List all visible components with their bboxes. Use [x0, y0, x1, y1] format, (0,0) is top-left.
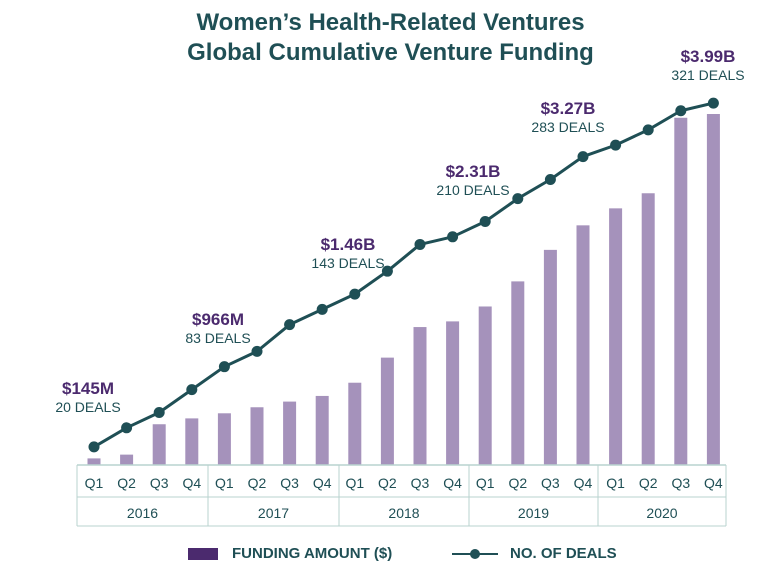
tick-label-1: Q1 [85, 475, 104, 491]
tick-label-10: Q2 [378, 475, 397, 491]
annotation-deals-3: 143 DEALS [311, 255, 384, 271]
annotation-amount-4: $2.31B [446, 162, 501, 181]
deals-point-4 [186, 384, 198, 396]
annotation-deals-2: 83 DEALS [185, 330, 250, 346]
deals-point-14 [512, 193, 524, 205]
tick-label-5: Q1 [215, 475, 234, 491]
deals-point-8 [316, 303, 328, 315]
legend-funding: FUNDING AMOUNT ($) [188, 545, 392, 562]
legend-deals-line [452, 547, 498, 561]
tick-label-19: Q3 [671, 475, 690, 491]
bar-13 [478, 306, 492, 465]
deals-point-13 [479, 216, 491, 228]
tick-label-3: Q3 [150, 475, 169, 491]
bar-7 [283, 401, 297, 465]
bar-3 [152, 424, 166, 465]
bar-12 [446, 321, 460, 465]
deals-point-12 [447, 231, 459, 243]
bar-6 [250, 407, 264, 465]
bar-10 [380, 357, 394, 465]
tick-label-16: Q4 [574, 475, 593, 491]
deals-point-19 [675, 105, 687, 117]
deals-point-16 [577, 151, 589, 163]
deals-point-6 [251, 345, 263, 357]
deals-point-18 [642, 124, 654, 136]
deals-point-17 [610, 139, 622, 151]
bar-9 [348, 382, 362, 465]
deals-point-7 [284, 319, 296, 331]
legend-deals: NO. OF DEALS [452, 545, 617, 562]
tick-label-2: Q2 [117, 475, 136, 491]
tick-label-15: Q3 [541, 475, 560, 491]
annotation-deals-1: 20 DEALS [55, 399, 120, 415]
deals-point-5 [218, 361, 230, 373]
bar-5 [217, 413, 231, 465]
legend-funding-label: FUNDING AMOUNT ($) [232, 545, 393, 562]
deals-point-15 [544, 174, 556, 185]
annotation-deals-4: 210 DEALS [436, 182, 509, 198]
tick-label-17: Q1 [606, 475, 625, 491]
tick-label-9: Q1 [345, 475, 364, 491]
tick-label-7: Q3 [280, 475, 299, 491]
deals-point-1 [88, 441, 100, 453]
bar-14 [511, 281, 525, 465]
deals-point-20 [707, 97, 719, 109]
bar-16 [576, 225, 590, 465]
tick-label-13: Q1 [476, 475, 495, 491]
bar-20 [706, 114, 720, 465]
legend: FUNDING AMOUNT ($) NO. OF DEALS [0, 541, 781, 569]
deals-line [93, 101, 714, 449]
tick-label-8: Q4 [313, 475, 332, 491]
tick-label-11: Q3 [411, 475, 430, 491]
bar-4 [185, 418, 199, 465]
bar-11 [413, 327, 427, 465]
year-label-2017: 2017 [258, 505, 289, 521]
bar-17 [609, 208, 623, 465]
year-label-2016: 2016 [127, 505, 158, 521]
annotation-deals-5: 283 DEALS [531, 119, 604, 135]
deals-point-3 [153, 407, 165, 419]
tick-label-6: Q2 [248, 475, 267, 491]
legend-funding-swatch [188, 547, 218, 560]
year-label-2018: 2018 [388, 505, 419, 521]
tick-label-18: Q2 [639, 475, 658, 491]
annotation-amount-2: $966M [192, 310, 244, 329]
bar-8 [315, 395, 329, 465]
bar-2 [120, 454, 134, 465]
chart-canvas: Q1 Q2 Q3 Q4 Q1 Q2 Q3 Q4 Q1 Q2 Q3 Q4 Q1 Q2 Q3 Q4 Q1 Q2 Q3 Q4… [55, 47, 745, 527]
deals-point-10 [381, 265, 393, 277]
annotation-deals-6: 321 DEALS [671, 67, 744, 83]
title-line-2: Global Cumulative Venture Funding [187, 39, 594, 66]
annotation-amount-6: $3.99B [681, 47, 736, 66]
annotation-amount-3: $1.46B [321, 235, 376, 254]
bar-15 [543, 249, 557, 465]
legend-deals-label: NO. OF DEALS [510, 545, 617, 562]
bar-1 [87, 458, 101, 465]
tick-label-14: Q2 [508, 475, 527, 491]
title-line-1: Women’s Health-Related Ventures [196, 9, 585, 36]
tick-label-4: Q4 [182, 475, 201, 491]
tick-label-20: Q4 [704, 475, 723, 491]
year-label-2020: 2020 [646, 505, 677, 521]
bar-19 [674, 117, 688, 465]
deals-point-2 [121, 422, 133, 434]
year-label-2019: 2019 [518, 505, 549, 521]
annotation-amount-1: $145M [62, 379, 114, 398]
deals-point-11 [414, 238, 426, 250]
deals-point-9 [349, 288, 361, 300]
bar-18 [641, 193, 655, 466]
chart-title: Women’s Health-Related Ventures Global C… [0, 8, 781, 68]
annotation-amount-5: $3.27B [541, 99, 596, 118]
tick-label-12: Q4 [443, 475, 462, 491]
